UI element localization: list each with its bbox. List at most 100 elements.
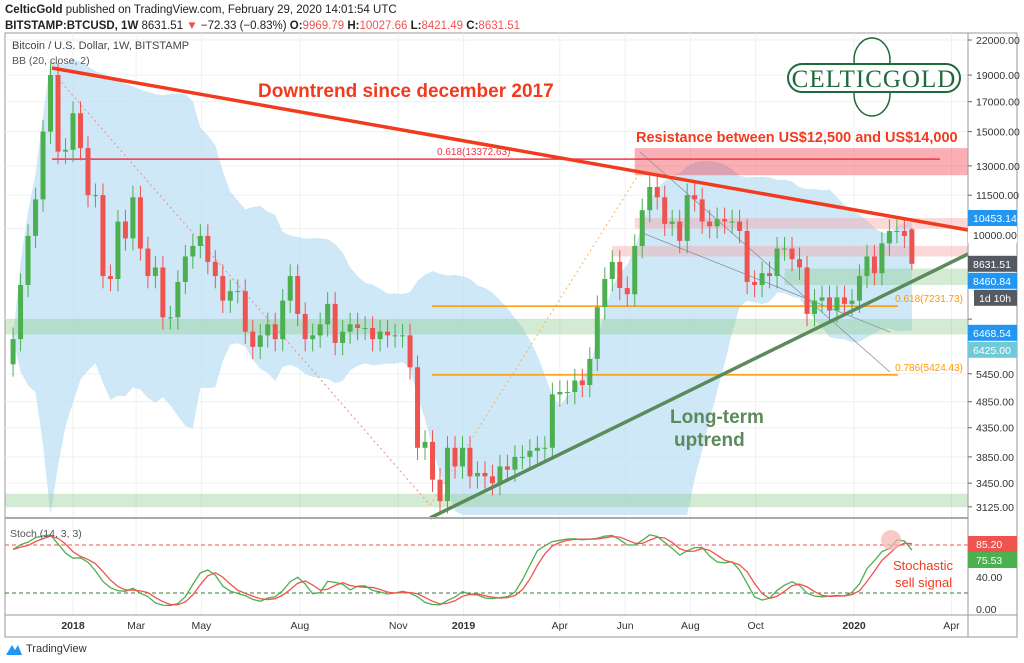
candle <box>797 247 803 280</box>
tradingview-brand[interactable]: TradingView <box>26 643 87 655</box>
candle <box>182 244 188 295</box>
candle-body <box>400 335 406 337</box>
candle-body <box>647 186 653 211</box>
channel-line-lower[interactable] <box>639 231 891 333</box>
candle-body <box>107 276 113 280</box>
candle-body <box>677 221 683 241</box>
candle <box>77 101 83 161</box>
time-axis[interactable]: 2018 Mar May Aug Nov 2019 Apr Jun Aug Oct 2020 Apr <box>61 620 960 632</box>
candle <box>85 136 91 208</box>
candle-body <box>317 324 323 336</box>
candle-body <box>190 245 196 257</box>
price-axis[interactable]: 22000.00 19000.00 17000.00 15000.00 13000.00… <box>968 35 1020 616</box>
candle-body <box>280 300 286 340</box>
time-tick-label: 2020 <box>842 620 866 632</box>
time-tick-label: Aug <box>290 620 309 632</box>
publisher-name[interactable]: CelticGold <box>5 4 63 16</box>
candle <box>152 255 158 289</box>
candle-body <box>70 113 76 150</box>
candle <box>212 250 218 289</box>
candle <box>684 183 690 254</box>
candle-body <box>415 367 421 448</box>
price-badge <box>968 324 1017 341</box>
footer: TradingView <box>5 642 87 656</box>
candle <box>310 323 316 352</box>
candle-body <box>235 291 241 293</box>
candle <box>804 255 810 327</box>
candle-body <box>841 297 847 304</box>
candle <box>107 264 113 292</box>
candle <box>400 323 406 348</box>
price-tick-label: 5450.00 <box>976 369 1014 381</box>
candle-body <box>48 75 54 132</box>
candle <box>145 236 151 289</box>
candle <box>856 264 862 313</box>
time-tick-label: Mar <box>127 620 146 632</box>
candle-body <box>242 291 248 332</box>
candle-body <box>797 259 803 268</box>
candle <box>677 209 683 254</box>
candle-body <box>152 267 158 277</box>
price-tick-label: 4350.00 <box>976 423 1014 435</box>
candle <box>18 273 24 352</box>
fib-level-label: 0.786(5424.43) <box>895 363 963 374</box>
candle <box>137 185 143 261</box>
price-zone <box>634 217 968 229</box>
candle <box>489 464 495 496</box>
candle <box>504 454 510 482</box>
candle <box>714 207 720 239</box>
countdown-badge-label: 1d 10h <box>979 293 1011 305</box>
fib-trend-line-down[interactable] <box>54 74 431 506</box>
candle <box>287 264 293 313</box>
candle <box>909 227 915 270</box>
time-tick-label: May <box>191 620 212 632</box>
symbol[interactable]: BITSTAMP:BTCUSD, 1W <box>5 20 139 32</box>
candle <box>235 279 241 304</box>
candle <box>422 430 428 461</box>
candle-body <box>669 221 675 224</box>
downtrend-line[interactable] <box>51 66 969 232</box>
stoch-legend[interactable]: Stoch (14, 3, 3) <box>10 528 82 540</box>
candles <box>10 63 915 514</box>
candle-body <box>287 276 293 301</box>
channel-line-upper[interactable] <box>639 151 891 373</box>
stoch-badge-label: 85.20 <box>976 539 1002 551</box>
candle <box>879 231 885 286</box>
candle-body <box>684 195 690 241</box>
candle-body <box>587 358 593 386</box>
bb-legend[interactable]: BB (20, close, 2) <box>12 55 90 67</box>
candle <box>692 183 698 212</box>
uptrend-line[interactable] <box>429 252 969 520</box>
candle <box>33 187 39 249</box>
candle <box>355 312 361 341</box>
price-tick-label: 3125.00 <box>976 502 1014 514</box>
candle <box>752 270 758 298</box>
price-tick-label: 3450.00 <box>976 478 1014 490</box>
time-tick-label: Aug <box>681 620 700 632</box>
candle <box>197 224 203 259</box>
fib-trend-line-up[interactable] <box>429 171 641 506</box>
candle-body <box>856 276 862 301</box>
countdown-badge <box>974 289 1017 306</box>
candle-body <box>654 186 660 198</box>
candle <box>55 63 61 164</box>
candle <box>100 183 106 289</box>
candle <box>864 244 870 289</box>
time-tick-label: 2019 <box>452 620 476 632</box>
candle <box>624 276 630 307</box>
price-change: −72.33 (−0.83%) <box>200 20 287 32</box>
sell-signal-marker <box>881 530 901 550</box>
candle-body <box>534 447 540 451</box>
candle-body <box>250 331 256 347</box>
candle <box>190 234 196 269</box>
candle-body <box>489 476 495 484</box>
candle-body <box>175 281 181 318</box>
candle <box>340 319 346 356</box>
time-tick-label: 2018 <box>61 620 85 632</box>
bollinger-band-fill <box>13 59 912 515</box>
price-tick-label: 15000.00 <box>976 127 1020 139</box>
candle-body <box>437 479 443 502</box>
candle-body <box>205 235 211 262</box>
candle-body <box>227 291 233 301</box>
